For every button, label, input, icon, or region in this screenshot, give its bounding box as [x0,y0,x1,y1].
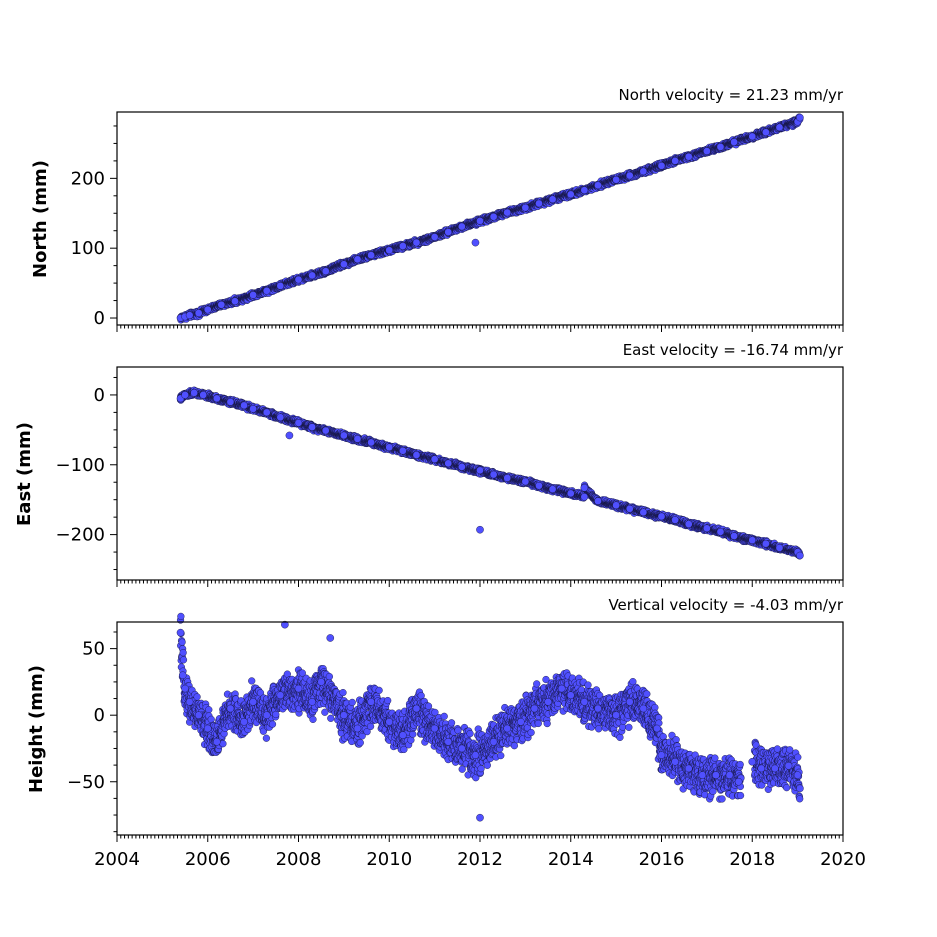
data-point [671,157,679,165]
data-point [535,199,543,208]
north-panel: North velocity = 21.23 mm/yr North (mm) … [30,86,844,332]
data-point [748,132,757,141]
data-point [203,305,212,314]
data-point [684,152,693,161]
data-point [385,246,394,255]
data-point [716,143,725,151]
north-points [176,113,804,324]
data-point [294,275,303,284]
y-tick-label: −200 [56,525,105,546]
data-point [612,175,620,184]
y-tick-label: 100 [71,238,105,259]
data-point [231,297,239,306]
data-point [444,228,453,236]
east-ylabel: East (mm) [14,422,35,526]
data-point [194,309,203,317]
data-point [476,217,484,225]
data-point [308,271,316,280]
data-point [489,212,498,221]
data-point [321,267,330,276]
data-point [639,167,648,176]
data-point [625,171,634,180]
east-panel: East velocity = -16.74 mm/yr East (mm) 0… [14,341,844,587]
data-point [521,203,530,212]
y-tick-label: 0 [94,385,105,406]
data-point [775,123,784,132]
data-point [657,161,666,170]
data-point [580,186,589,195]
data-point [399,242,407,250]
data-point [730,138,738,146]
data-point [249,291,257,299]
north-ylabel: North (mm) [30,160,51,278]
data-point [703,147,711,155]
data-point [262,286,271,295]
data-point [471,238,480,247]
data-point [412,238,421,247]
y-tick-label: −100 [56,455,105,476]
data-point [762,128,770,137]
data-point [340,260,348,269]
y-tick-label: 0 [94,308,105,329]
data-point [430,233,439,241]
data-point [503,208,512,217]
data-point [458,222,466,231]
east-points [176,386,804,560]
east-ticks: 0 −100 −200 [56,376,844,587]
east-title: East velocity = -16.74 mm/yr [623,341,844,359]
data-point [594,181,602,190]
data-point [217,300,226,309]
data-point [276,282,285,290]
data-point [185,311,194,320]
y-tick-label: 200 [71,168,105,189]
data-point [566,190,575,199]
data-point [367,251,375,259]
data-point [353,255,362,264]
data-point [796,113,804,122]
north-title: North velocity = 21.23 mm/yr [619,86,844,104]
data-point [548,195,557,204]
